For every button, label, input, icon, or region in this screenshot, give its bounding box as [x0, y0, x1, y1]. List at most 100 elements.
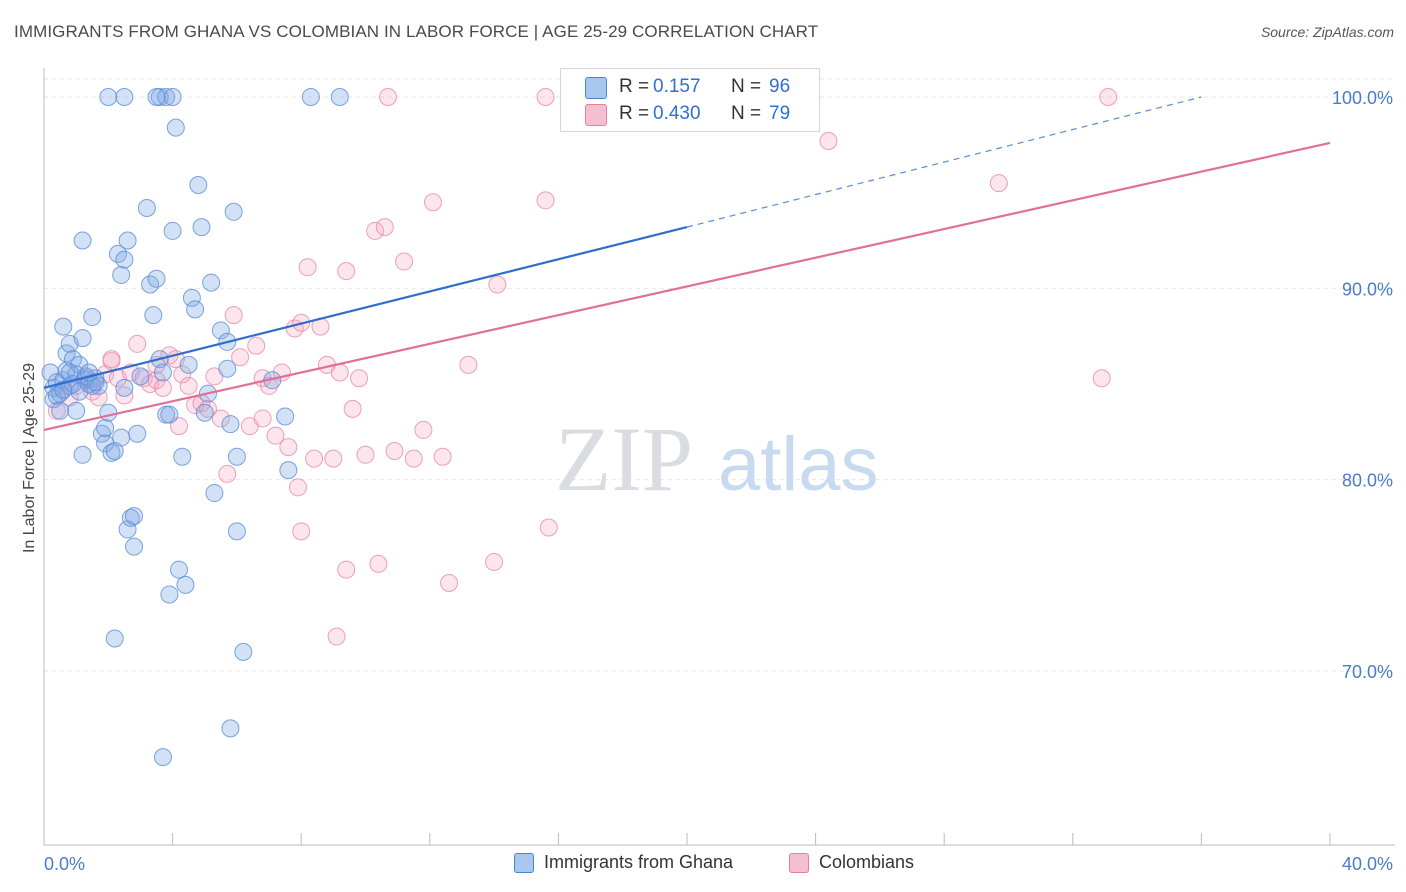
chart-title: IMMIGRANTS FROM GHANA VS COLOMBIAN IN LA…: [14, 22, 819, 41]
colombians-point: [366, 221, 385, 240]
ghana-point: [54, 317, 73, 336]
gridlines: [44, 78, 1395, 672]
ghana-point: [224, 202, 243, 221]
ghana-point: [115, 378, 134, 397]
colombians-point: [1099, 88, 1118, 106]
ghana-point: [102, 443, 121, 462]
colombians-point: [330, 363, 349, 382]
colombians-points: [47, 88, 1118, 646]
legend-swatch-colombians: [789, 853, 809, 873]
ghana-point: [112, 428, 131, 447]
ghana-point: [92, 424, 111, 443]
ghana-point: [192, 218, 211, 237]
ghana-point: [227, 522, 246, 541]
colombians-trend-line: [43, 141, 1331, 431]
ghana-point: [179, 355, 198, 374]
ghana-point: [147, 269, 166, 288]
ghana-point: [115, 88, 134, 106]
ghana-point: [153, 363, 172, 382]
colombians-point: [433, 447, 452, 466]
legend-swatch-ghana: [514, 853, 534, 873]
ghana-point: [153, 748, 172, 767]
legend-swatch-ghana: [585, 77, 607, 99]
ghana-point: [115, 250, 134, 269]
colombians-point: [337, 262, 356, 281]
y-tick-label: 100.0%: [1332, 88, 1393, 108]
colombians-point: [337, 560, 356, 579]
ghana-point: [173, 447, 192, 466]
ghana-point: [86, 373, 105, 392]
x-tick-label-min: 0.0%: [44, 854, 85, 874]
stats-legend: R = 0.157 N = 96 R = 0.430 N = 79: [560, 68, 820, 132]
legend-r-value: 0.157: [653, 76, 701, 97]
ghana-point: [166, 118, 185, 137]
ghana-point: [137, 198, 156, 217]
colombians-point: [253, 409, 272, 428]
colombians-point: [379, 88, 398, 106]
colombians-point: [459, 355, 478, 374]
colombians-point: [488, 275, 507, 294]
ghana-point: [176, 575, 195, 594]
y-tick-label: 80.0%: [1342, 471, 1393, 491]
colombians-point: [305, 449, 324, 468]
ghana-point: [73, 445, 92, 464]
colombians-point: [324, 449, 343, 468]
ghana-point: [330, 88, 349, 106]
colombians-point: [288, 478, 307, 497]
trend-lines: [43, 96, 1331, 431]
ghana-trend-extension: [686, 96, 1202, 228]
ghana-point: [279, 461, 298, 480]
ghana-point: [70, 355, 89, 374]
colombians-point: [404, 449, 423, 468]
ghana-point: [121, 508, 140, 527]
colombians-point: [536, 191, 555, 210]
ghana-point: [157, 88, 176, 106]
ghana-point: [105, 629, 124, 648]
colombians-point: [989, 174, 1008, 193]
colombians-point: [350, 369, 369, 388]
legend-row-ghana: R = 0.157 N = 96: [561, 73, 819, 101]
colombians-point: [369, 554, 388, 573]
colombians-point: [279, 438, 298, 457]
legend-label-ghana: Immigrants from Ghana: [544, 852, 734, 872]
ghana-point: [227, 447, 246, 466]
ghana-point: [73, 231, 92, 250]
colombians-point: [1092, 369, 1111, 388]
y-axis-label: In Labor Force | Age 25-29: [21, 362, 38, 554]
ghana-point: [96, 419, 115, 438]
watermark: ZIP atlas: [555, 408, 879, 510]
legend-r-label: R =: [619, 103, 650, 124]
ghana-point: [131, 367, 150, 386]
colombians-point: [128, 334, 147, 353]
colombians-point: [179, 376, 198, 395]
legend-label-colombians: Colombians: [819, 852, 915, 872]
colombians-point: [327, 627, 346, 646]
colombians-point: [266, 426, 285, 445]
ghana-point: [112, 265, 131, 284]
colombians-point: [539, 518, 558, 537]
colombians-point: [218, 464, 237, 483]
colombians-point: [298, 258, 317, 277]
ghana-point: [83, 308, 102, 327]
ghana-point: [182, 288, 201, 307]
ghana-point: [170, 560, 189, 579]
colombians-point: [356, 445, 375, 464]
ghana-point: [96, 434, 115, 453]
ghana-point: [221, 719, 240, 738]
ghana-point: [186, 300, 205, 319]
ghana-point: [99, 403, 118, 422]
ghana-point: [147, 88, 166, 106]
ghana-point: [202, 273, 221, 292]
watermark-zip: ZIP: [555, 408, 693, 510]
ghana-point: [125, 537, 144, 556]
ghana-point: [70, 382, 89, 401]
colombians-point: [170, 417, 189, 436]
legend-r-label: R =: [619, 76, 650, 97]
ghana-point: [51, 401, 70, 420]
legend-n-value: 96: [769, 76, 791, 97]
colombians-point: [819, 132, 838, 151]
ghana-point: [195, 403, 214, 422]
legend-n-value: 79: [769, 103, 791, 124]
ghana-point: [234, 642, 253, 661]
